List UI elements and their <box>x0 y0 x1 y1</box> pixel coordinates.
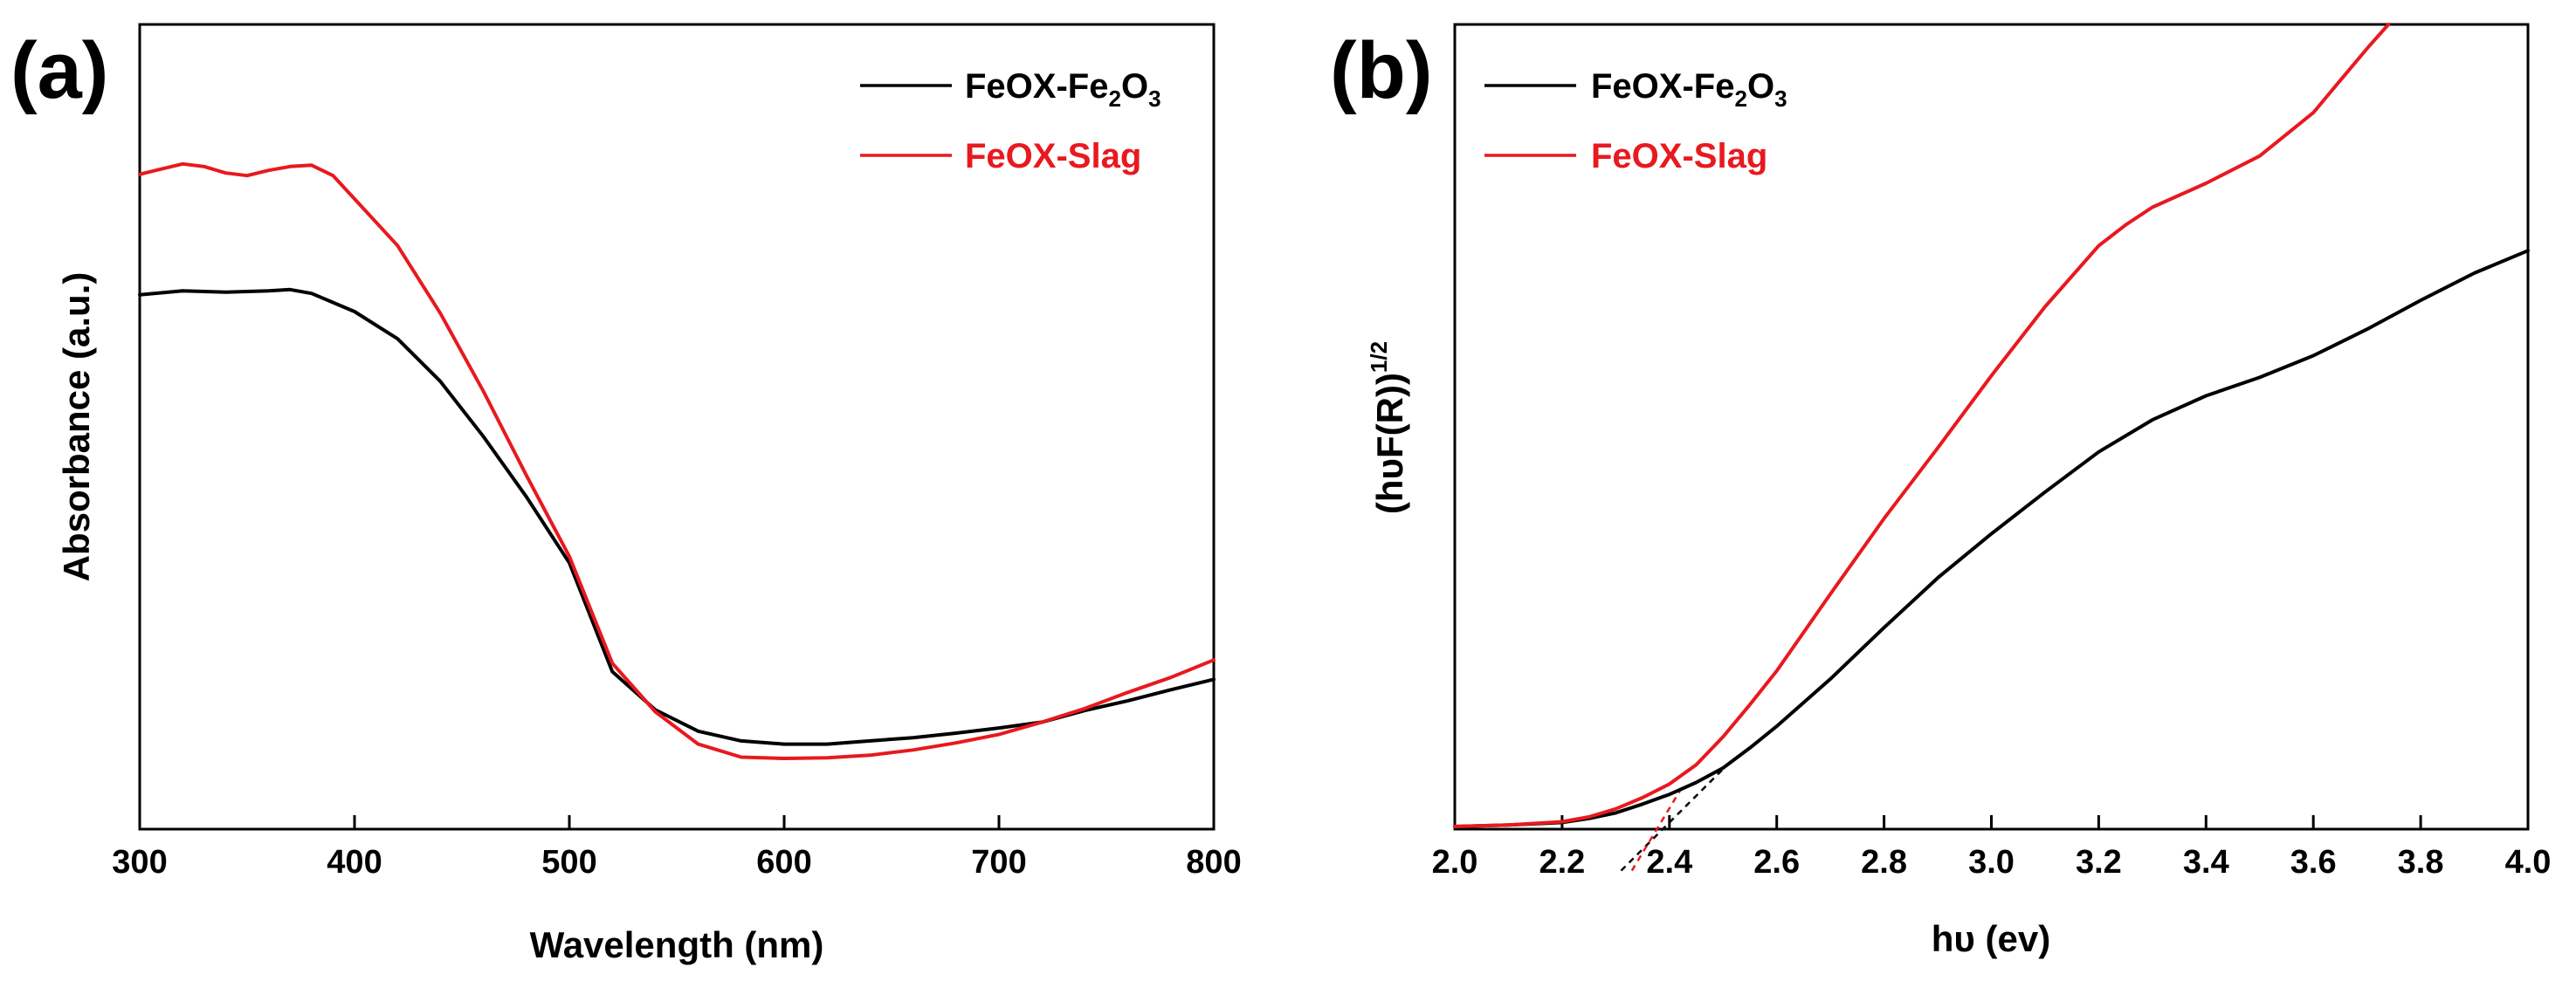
panel-b-x-tick-label: 3.0 <box>1968 844 2015 881</box>
panel-a-x-tick-label: 300 <box>112 844 167 881</box>
panel-a-y-axis-label: Absorbance (a.u.) <box>56 272 97 582</box>
panel-a-x-axis-label: Wavelength (nm) <box>530 924 824 965</box>
panel-b-tauc-plot: (b) 2.0 2.2 2.4 2.6 2.8 3.0 3.2 3.4 3.6 3.8 4.0 hυ… <box>1330 23 2552 959</box>
panel-b-x-tick-label: 2.0 <box>1432 844 1478 881</box>
panel-b-label: (b) <box>1330 26 1432 115</box>
panel-b-x-ticks: 2.0 2.2 2.4 2.6 2.8 3.0 3.2 3.4 3.6 3.8 4.0 <box>1432 815 2552 881</box>
panel-b-x-tick-label: 4.0 <box>2505 844 2552 881</box>
panel-a-x-ticks: 300 400 500 600 700 800 <box>112 815 1242 881</box>
panel-b-x-tick-label: 2.8 <box>1861 844 1907 881</box>
panel-b-x-tick-label: 2.6 <box>1753 844 1800 881</box>
panel-a-absorbance-chart: (a) 300 400 500 600 700 800 Wavelength (nm) A… <box>10 23 1242 965</box>
panel-a-legend-label-slag: FeOX-Slag <box>965 137 1141 175</box>
panel-b-series-line-slag <box>1453 23 2391 828</box>
panel-a-series-line-fe2o3 <box>138 287 1216 746</box>
panel-b-series-line-fe2o3 <box>1453 249 2530 828</box>
panel-b-x-tick-label: 3.2 <box>2076 844 2122 881</box>
panel-a-legend: FeOX-Fe2O3 FeOX-Slag <box>860 67 1161 175</box>
panel-b-x-tick-label: 3.6 <box>2290 844 2337 881</box>
panel-a-x-tick-label: 800 <box>1186 844 1241 881</box>
panel-a-x-tick-label: 700 <box>971 844 1026 881</box>
panel-a-series <box>138 161 1216 760</box>
panel-b-x-tick-label: 2.4 <box>1646 844 1692 881</box>
panel-a-x-tick-label: 400 <box>327 844 382 881</box>
panel-b-x-axis-label: hυ (ev) <box>1932 918 2050 959</box>
panel-a-series-line-slag <box>138 161 1216 760</box>
panel-b-legend-label-fe2o3: FeOX-Fe2O3 <box>1591 67 1787 112</box>
panel-b-x-tick-label: 3.8 <box>2398 844 2444 881</box>
panel-b-x-tick-label: 2.2 <box>1539 844 1585 881</box>
panel-a-x-tick-label: 600 <box>756 844 811 881</box>
panel-b-x-tick-label: 3.4 <box>2183 844 2229 881</box>
panel-a-label: (a) <box>10 26 108 115</box>
panel-b-tangent-lines <box>1620 757 1735 872</box>
panel-b-legend: FeOX-Fe2O3 FeOX-Slag <box>1484 67 1787 175</box>
panel-a-legend-label-fe2o3: FeOX-Fe2O3 <box>965 67 1161 112</box>
panel-b-series <box>1453 23 2530 828</box>
panel-b-tangent-line-0 <box>1620 757 1735 872</box>
panel-a-x-tick-label: 500 <box>541 844 596 881</box>
panel-b-tangent-line-1 <box>1630 790 1682 872</box>
panel-b-legend-label-slag: FeOX-Slag <box>1591 137 1767 175</box>
panel-a-plot-frame <box>138 23 1216 831</box>
panel-b-y-axis-label: (hυF(R))1/2 <box>1366 341 1410 514</box>
